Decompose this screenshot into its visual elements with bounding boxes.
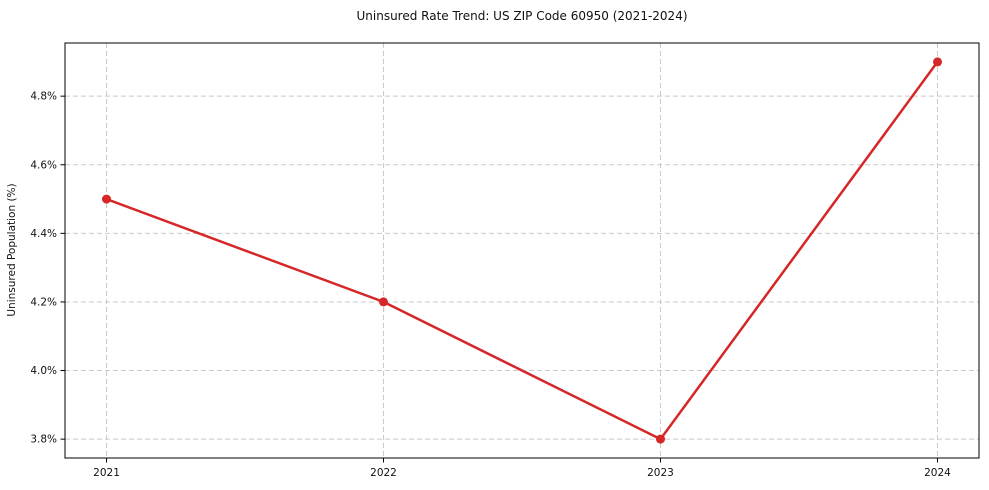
x-tick-label: 2021 [93, 467, 120, 479]
data-point [102, 194, 111, 204]
x-tick-label: 2022 [370, 467, 397, 479]
plot-border [64, 42, 980, 459]
trend-line [105, 60, 939, 441]
x-tick-label: 2023 [647, 467, 674, 479]
x-tick-label: 2024 [924, 467, 951, 479]
data-point-markers [102, 57, 942, 444]
y-tick-label: 4.0% [30, 365, 57, 377]
y-tick-labels: 3.8% 4.0% 4.2% 4.4% 4.6% 4.8% [30, 91, 57, 446]
y-axis-label: Uninsured Population (%) [6, 183, 18, 316]
y-tick-label: 4.2% [30, 296, 57, 308]
x-tick-labels: 2021 2022 2023 2024 [93, 467, 951, 479]
data-point [379, 297, 388, 307]
y-tick-label: 4.8% [30, 91, 57, 103]
gridlines [65, 43, 979, 458]
data-point [656, 434, 665, 444]
chart-title: Uninsured Rate Trend: US ZIP Code 60950 … [356, 9, 688, 23]
axis-tick-marks [60, 95, 938, 463]
y-tick-label: 3.8% [30, 434, 57, 446]
data-point [933, 57, 942, 67]
y-tick-label: 4.6% [30, 159, 57, 171]
y-tick-label: 4.4% [30, 228, 57, 240]
